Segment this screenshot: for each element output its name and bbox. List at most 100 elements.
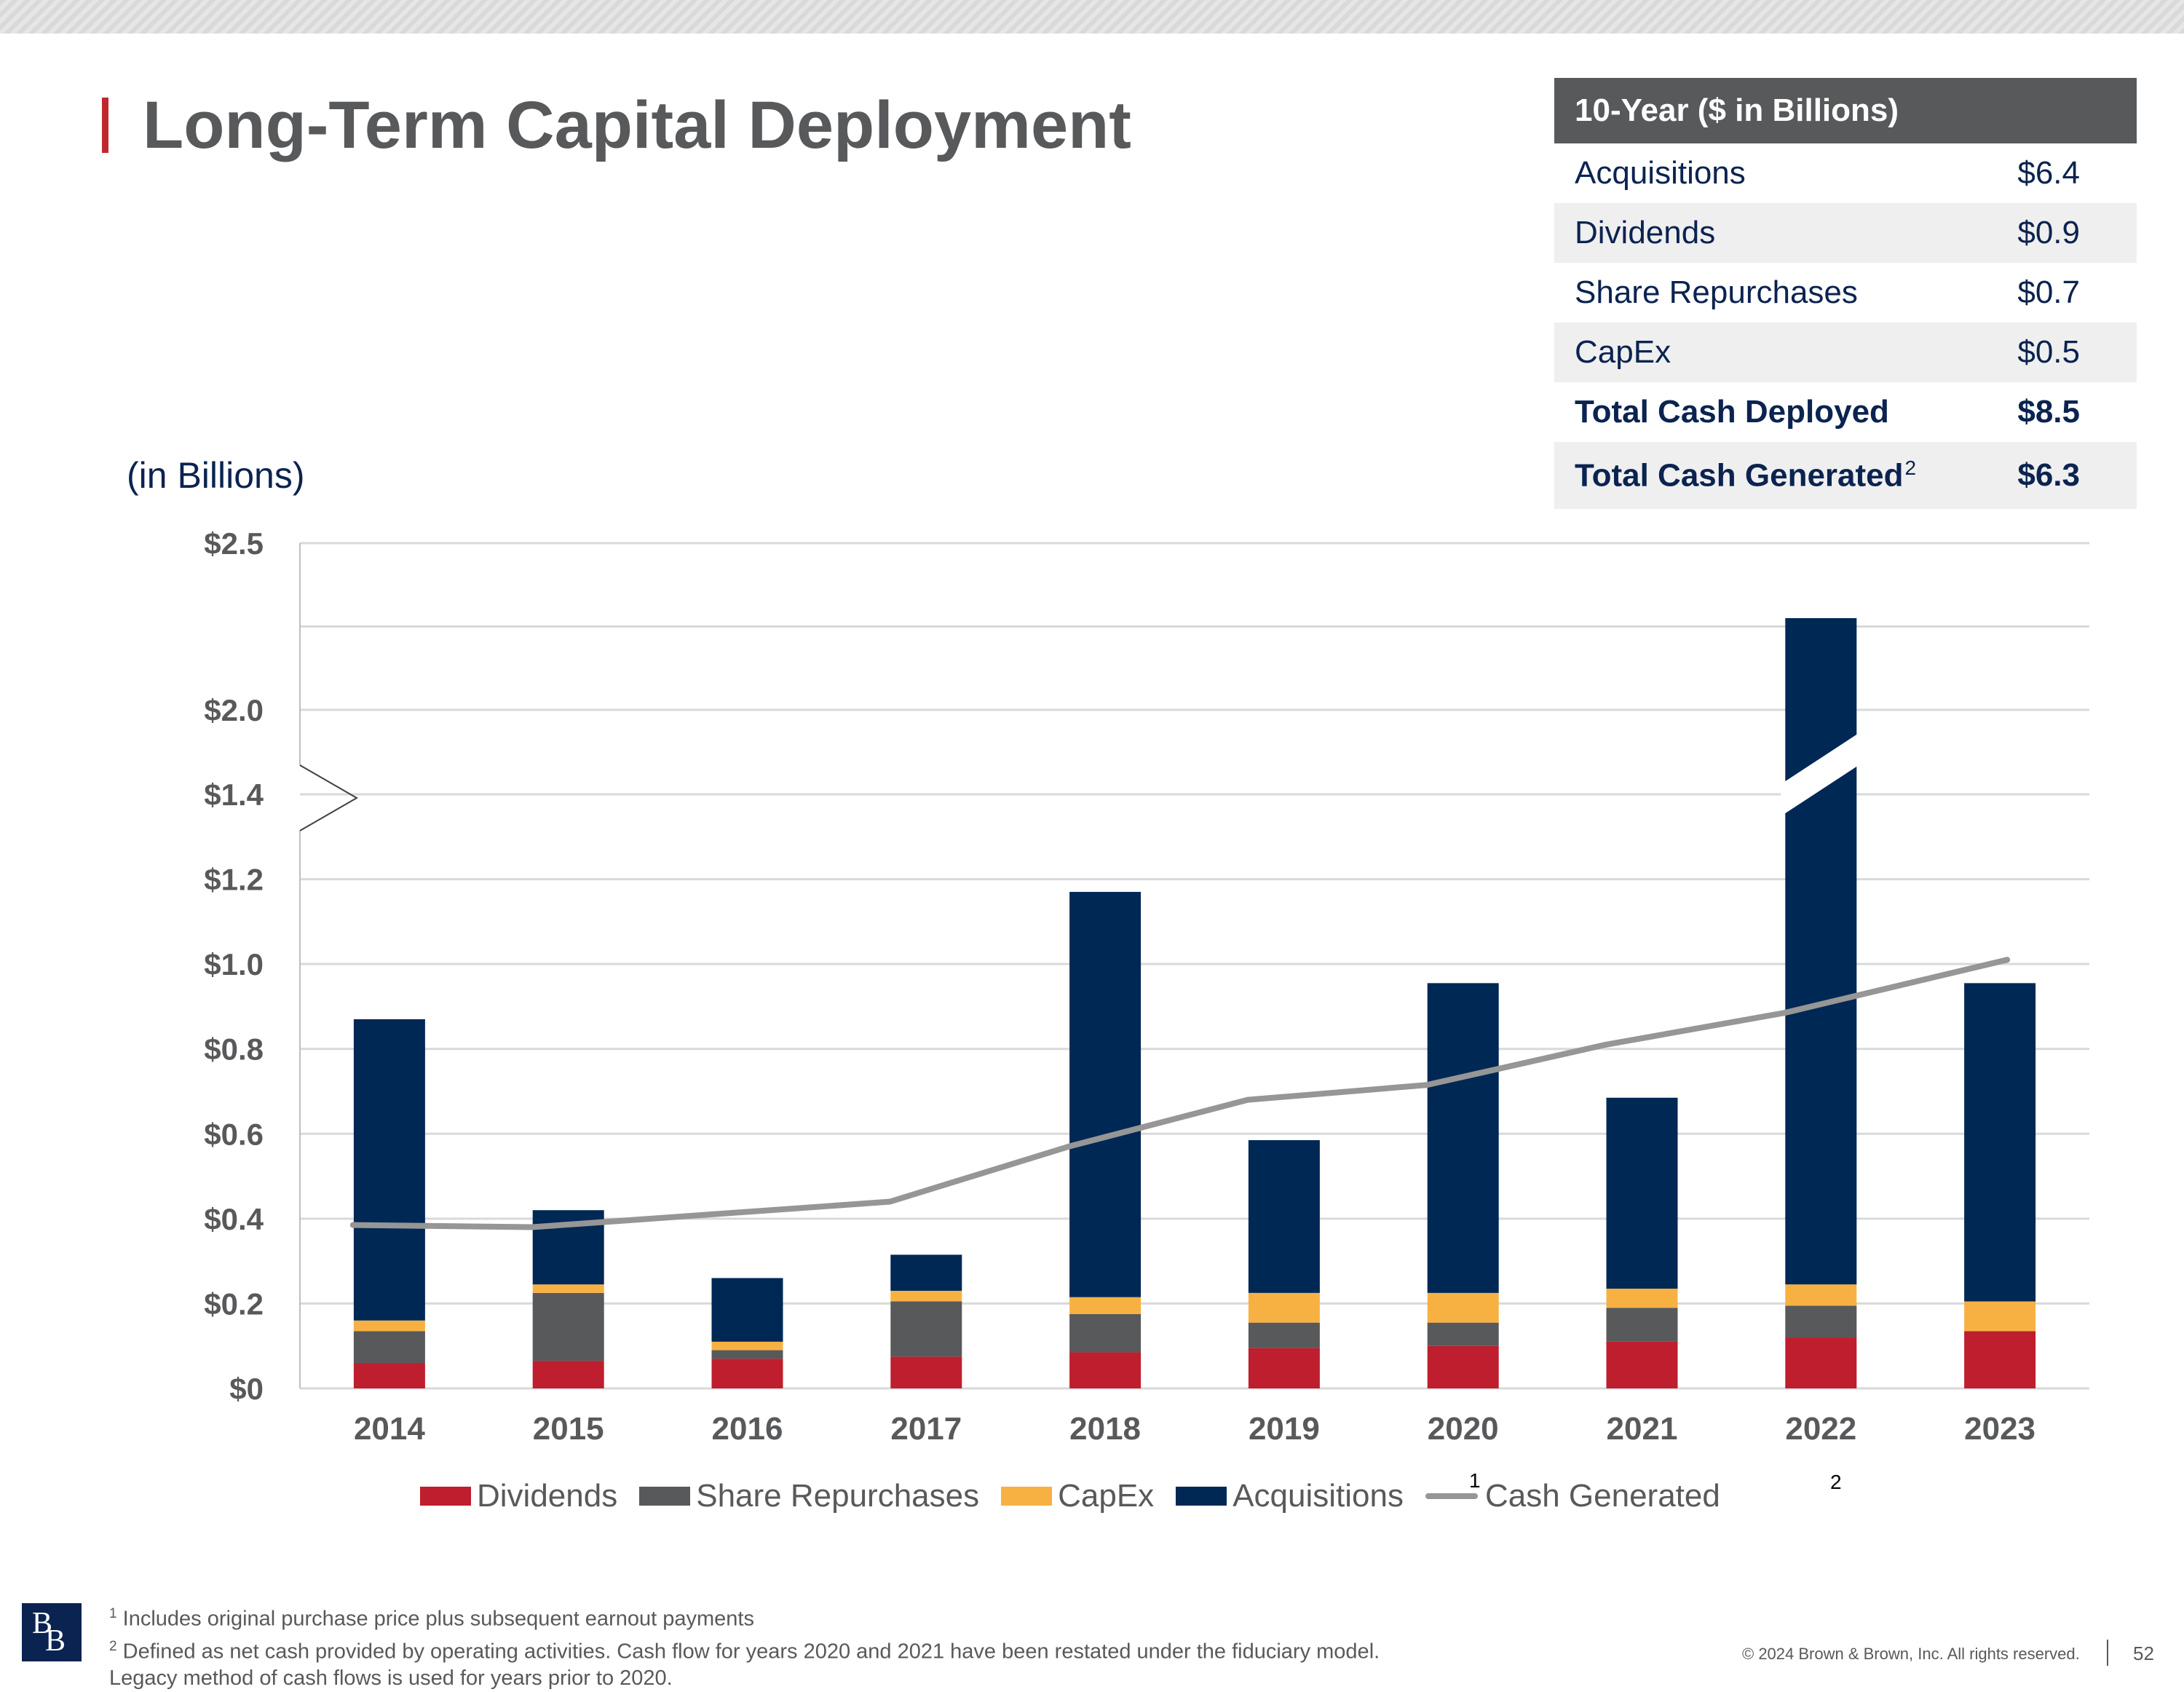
page-number: 52 (2133, 1642, 2154, 1664)
x-tick-label: 2020 (1428, 1411, 1499, 1447)
legend-item-acquisitions: Acquisitions (1176, 1478, 1404, 1514)
bar-acquisitions (711, 1278, 783, 1342)
axis-break-marker (299, 764, 359, 831)
y-tick-label: $1.0 (204, 947, 264, 981)
top-decorative-band (0, 0, 2184, 33)
x-tick-label: 2021 (1607, 1411, 1678, 1447)
x-tick-label: 2018 (1069, 1411, 1141, 1447)
bar-acquisitions (1069, 892, 1142, 1297)
legend-label: Dividends (477, 1478, 618, 1514)
footer-separator (2107, 1640, 2108, 1666)
cash-generated-point (529, 1224, 535, 1230)
footnote-marker: 2 (1904, 456, 1917, 480)
bar-share-repurchases (1606, 1308, 1678, 1342)
summary-row-share-repurchases: Share Repurchases $0.7 (1554, 263, 2137, 323)
summary-row-dividends: Dividends $0.9 (1554, 203, 2137, 263)
y-tick-label: $1.2 (204, 863, 264, 897)
footnote-mark: 1 (109, 1606, 117, 1621)
bar-break-gap (1781, 732, 1861, 816)
summary-value: $6.3 (2017, 457, 2080, 493)
page-title: Long-Term Capital Deployment (143, 88, 1131, 162)
bar-acquisitions (1964, 983, 2036, 1302)
summary-label: Acquisitions (1575, 155, 1746, 191)
cash-generated-point (1066, 1143, 1072, 1150)
footnote-text: Defined as net cash provided by operatin… (122, 1640, 1380, 1664)
bar-dividends (532, 1361, 604, 1388)
bar-share-repurchases (711, 1350, 783, 1359)
y-tick-label: $0.8 (204, 1032, 264, 1067)
cash-generated-line (349, 957, 2011, 1230)
bar-capex (1785, 1284, 1857, 1306)
bar-capex (1427, 1292, 1499, 1323)
summary-label: Share Repurchases (1575, 274, 1858, 310)
bar-dividends (1964, 1331, 2036, 1388)
summary-value: $0.9 (2017, 215, 2080, 250)
bar-dividends (353, 1363, 425, 1388)
legend-label: Cash Generated (1484, 1478, 1720, 1514)
x-tick-label: 2016 (712, 1411, 783, 1447)
title-accent-bar (102, 98, 108, 153)
bar-capex (890, 1290, 962, 1302)
bar-capex (1069, 1297, 1142, 1314)
summary-label: Total Cash Deployed (1575, 394, 1889, 430)
legend-swatch-dividends (420, 1487, 471, 1506)
legend-item-capex: CapEx (1001, 1478, 1154, 1514)
summary-label-wrap: Total Cash Generated2 (1575, 456, 1916, 494)
bar-dividends (1606, 1341, 1678, 1388)
bar-capex (1606, 1289, 1678, 1308)
cash-generated-point (708, 1211, 714, 1218)
y-tick-label: $1.4 (204, 778, 264, 812)
bar-acquisitions (1248, 1140, 1320, 1293)
summary-table-header: 10-Year ($ in Billions) (1554, 78, 2137, 143)
y-tick-label: $0 (229, 1372, 264, 1406)
x-tick-label: 2014 (354, 1411, 425, 1447)
bar-share-repurchases (532, 1292, 604, 1361)
cash-generated-point (2004, 957, 2011, 963)
legend-label: Share Repurchases (696, 1478, 980, 1514)
company-logo: B B (22, 1603, 82, 1661)
bar-share-repurchases (353, 1331, 425, 1364)
x-tick-label: 2023 (1964, 1411, 2035, 1447)
bar-share-repurchases (1069, 1314, 1142, 1353)
legend-footnote-cash-generated: 2 (1830, 1471, 1842, 1493)
summary-label: Dividends (1575, 215, 1716, 250)
bar-capex (353, 1320, 425, 1332)
bar-dividends (1427, 1345, 1499, 1388)
legend-swatch-share-repurchases (639, 1487, 691, 1506)
bar-dividends (1785, 1337, 1857, 1388)
legend-label: Acquisitions (1233, 1478, 1404, 1514)
summary-row-total-deployed: Total Cash Deployed $8.5 (1554, 382, 2137, 442)
y-tick-label: $0.4 (204, 1202, 264, 1236)
footnote-1: 1 Includes original purchase price plus … (109, 1600, 1380, 1633)
summary-value: $0.5 (2017, 334, 2080, 370)
bar-share-repurchases (1248, 1322, 1320, 1348)
logo-letter: B (45, 1624, 66, 1658)
logo-letter: B (32, 1607, 53, 1640)
cash-generated-point (1423, 1082, 1430, 1088)
copyright: © 2024 Brown & Brown, Inc. All rights re… (1742, 1645, 2080, 1663)
x-tick-label: 2017 (890, 1411, 962, 1447)
bar-acquisitions (353, 1019, 425, 1321)
bar-dividends (1069, 1352, 1142, 1388)
bar-capex (711, 1341, 783, 1351)
cash-generated-point (1244, 1096, 1251, 1103)
summary-row-capex: CapEx $0.5 (1554, 323, 2137, 382)
x-tick-label: 2022 (1785, 1411, 1856, 1447)
bar-dividends (890, 1356, 962, 1388)
summary-row-total-generated: Total Cash Generated2 $6.3 (1554, 442, 2137, 509)
unit-label: (in Billions) (127, 455, 305, 496)
bar-acquisitions (890, 1254, 962, 1291)
x-tick-label: 2019 (1249, 1411, 1320, 1447)
y-tick-label: $2.0 (204, 693, 264, 727)
summary-label: Total Cash Generated (1575, 457, 1904, 494)
bar-acquisitions (1606, 1097, 1678, 1289)
cash-generated-point (349, 1222, 356, 1228)
bar-share-repurchases (1785, 1305, 1857, 1338)
legend-item-share-repurchases: Share Repurchases (639, 1478, 979, 1514)
summary-value: $8.5 (2017, 394, 2080, 430)
bar-capex (1248, 1292, 1320, 1323)
legend-label: CapEx (1058, 1478, 1155, 1514)
summary-value: $0.7 (2017, 274, 2080, 310)
cash-generated-point (1602, 1041, 1609, 1048)
